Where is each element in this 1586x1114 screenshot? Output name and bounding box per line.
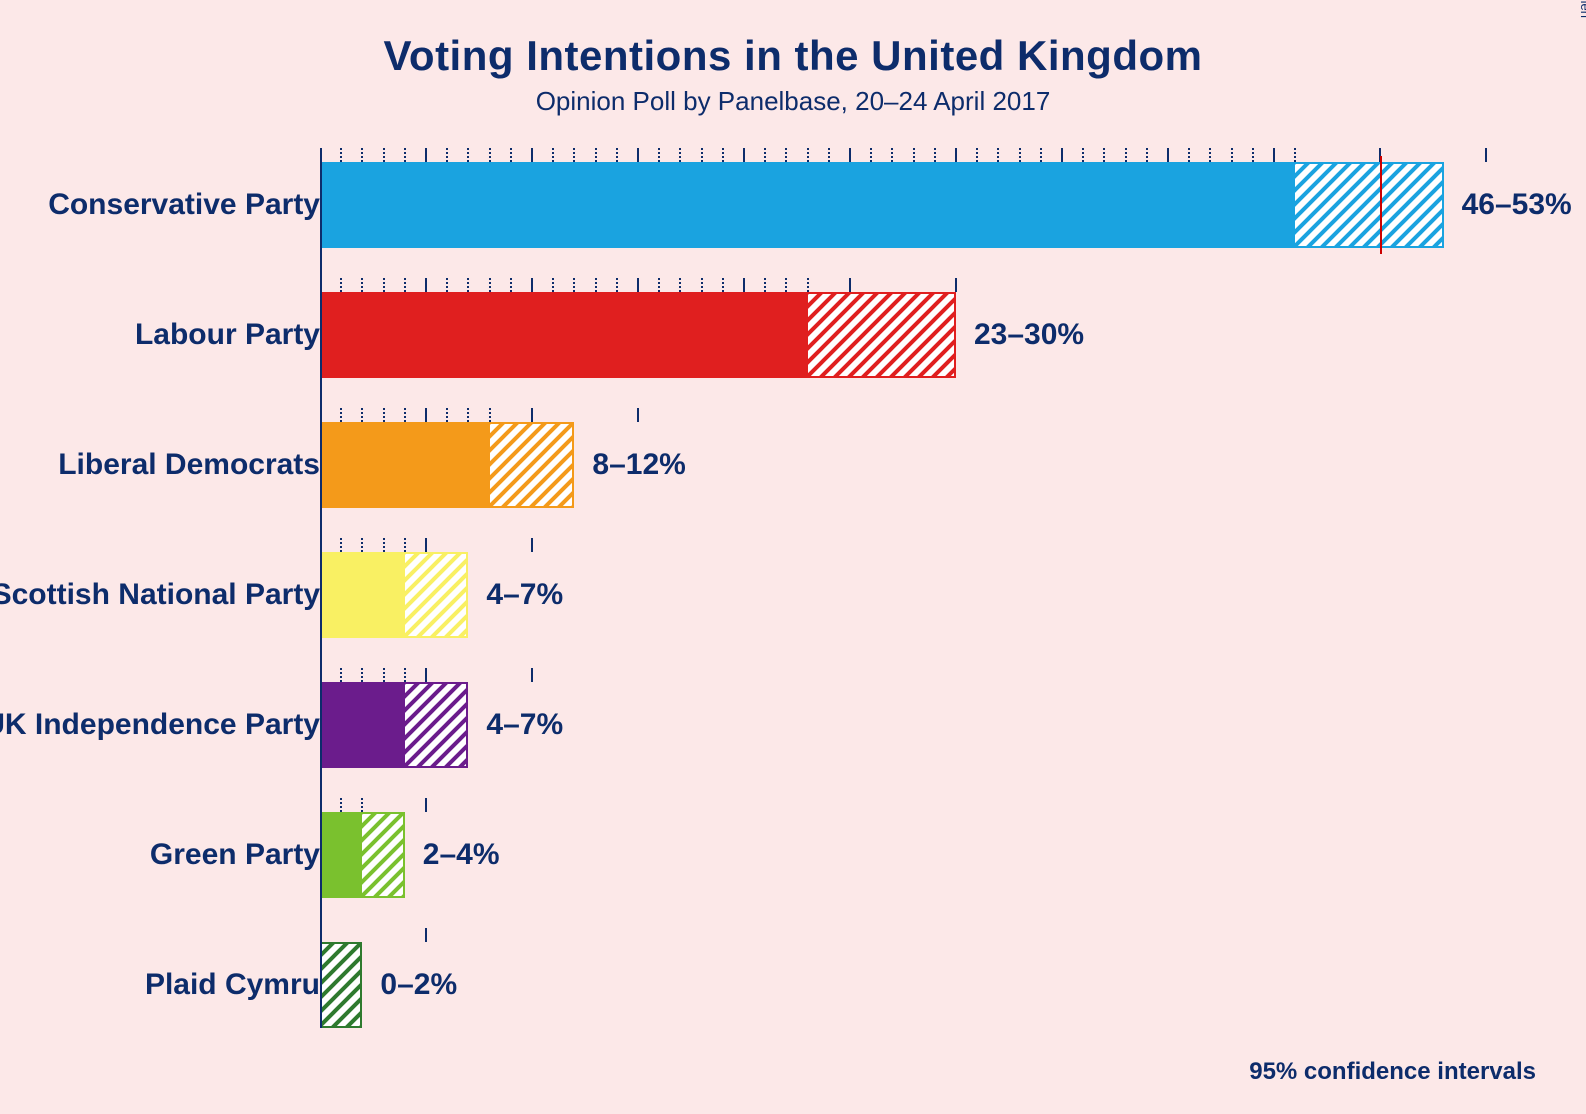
bar (320, 162, 1444, 248)
chart-row: Green Party 2–4% (0, 790, 1586, 920)
bar (320, 942, 362, 1028)
chart-title: Voting Intentions in the United Kingdom (0, 0, 1586, 80)
chart-row: Liberal Democrats 8–12% (0, 400, 1586, 530)
value-label: 23–30% (974, 318, 1084, 352)
y-axis-line (320, 148, 322, 1028)
chart-row: Labour Party 23–30% (0, 270, 1586, 400)
party-label: Liberal Democrats (58, 448, 320, 482)
bar (320, 552, 468, 638)
bar-outline (320, 942, 362, 1028)
party-label: Scottish National Party (0, 578, 320, 612)
chart-subtitle: Opinion Poll by Panelbase, 20–24 April 2… (0, 86, 1586, 117)
chart-row: UK Independence Party 4–7% (0, 660, 1586, 790)
party-label: Conservative Party (48, 188, 320, 222)
bar (320, 812, 405, 898)
bar-outline (320, 162, 1444, 248)
bar (320, 682, 468, 768)
reference-line (1380, 156, 1382, 254)
value-label: 46–53% (1462, 188, 1572, 222)
party-label: Labour Party (135, 318, 320, 352)
footer-note: 95% confidence intervals (1249, 1058, 1536, 1086)
party-label: UK Independence Party (0, 708, 320, 742)
value-label: 0–2% (380, 968, 457, 1002)
copyright-text: © 2017 Filip van Laenen (1578, 0, 1586, 18)
bar (320, 422, 574, 508)
chart-row: Plaid Cymru 0–2% (0, 920, 1586, 1050)
party-label: Plaid Cymru (145, 968, 320, 1002)
bar-outline (320, 422, 574, 508)
value-label: 8–12% (592, 448, 685, 482)
chart-area: Conservative Party 46–53% Labour Party 23–3… (0, 140, 1586, 1060)
bar-outline (320, 552, 468, 638)
value-label: 2–4% (423, 838, 500, 872)
value-label: 4–7% (486, 708, 563, 742)
party-label: Green Party (150, 838, 320, 872)
value-label: 4–7% (486, 578, 563, 612)
bar-outline (320, 812, 405, 898)
chart-row: Scottish National Party 4–7% (0, 530, 1586, 660)
bar-outline (320, 682, 468, 768)
chart-row: Conservative Party 46–53% (0, 140, 1586, 270)
bar-outline (320, 292, 956, 378)
bar (320, 292, 956, 378)
